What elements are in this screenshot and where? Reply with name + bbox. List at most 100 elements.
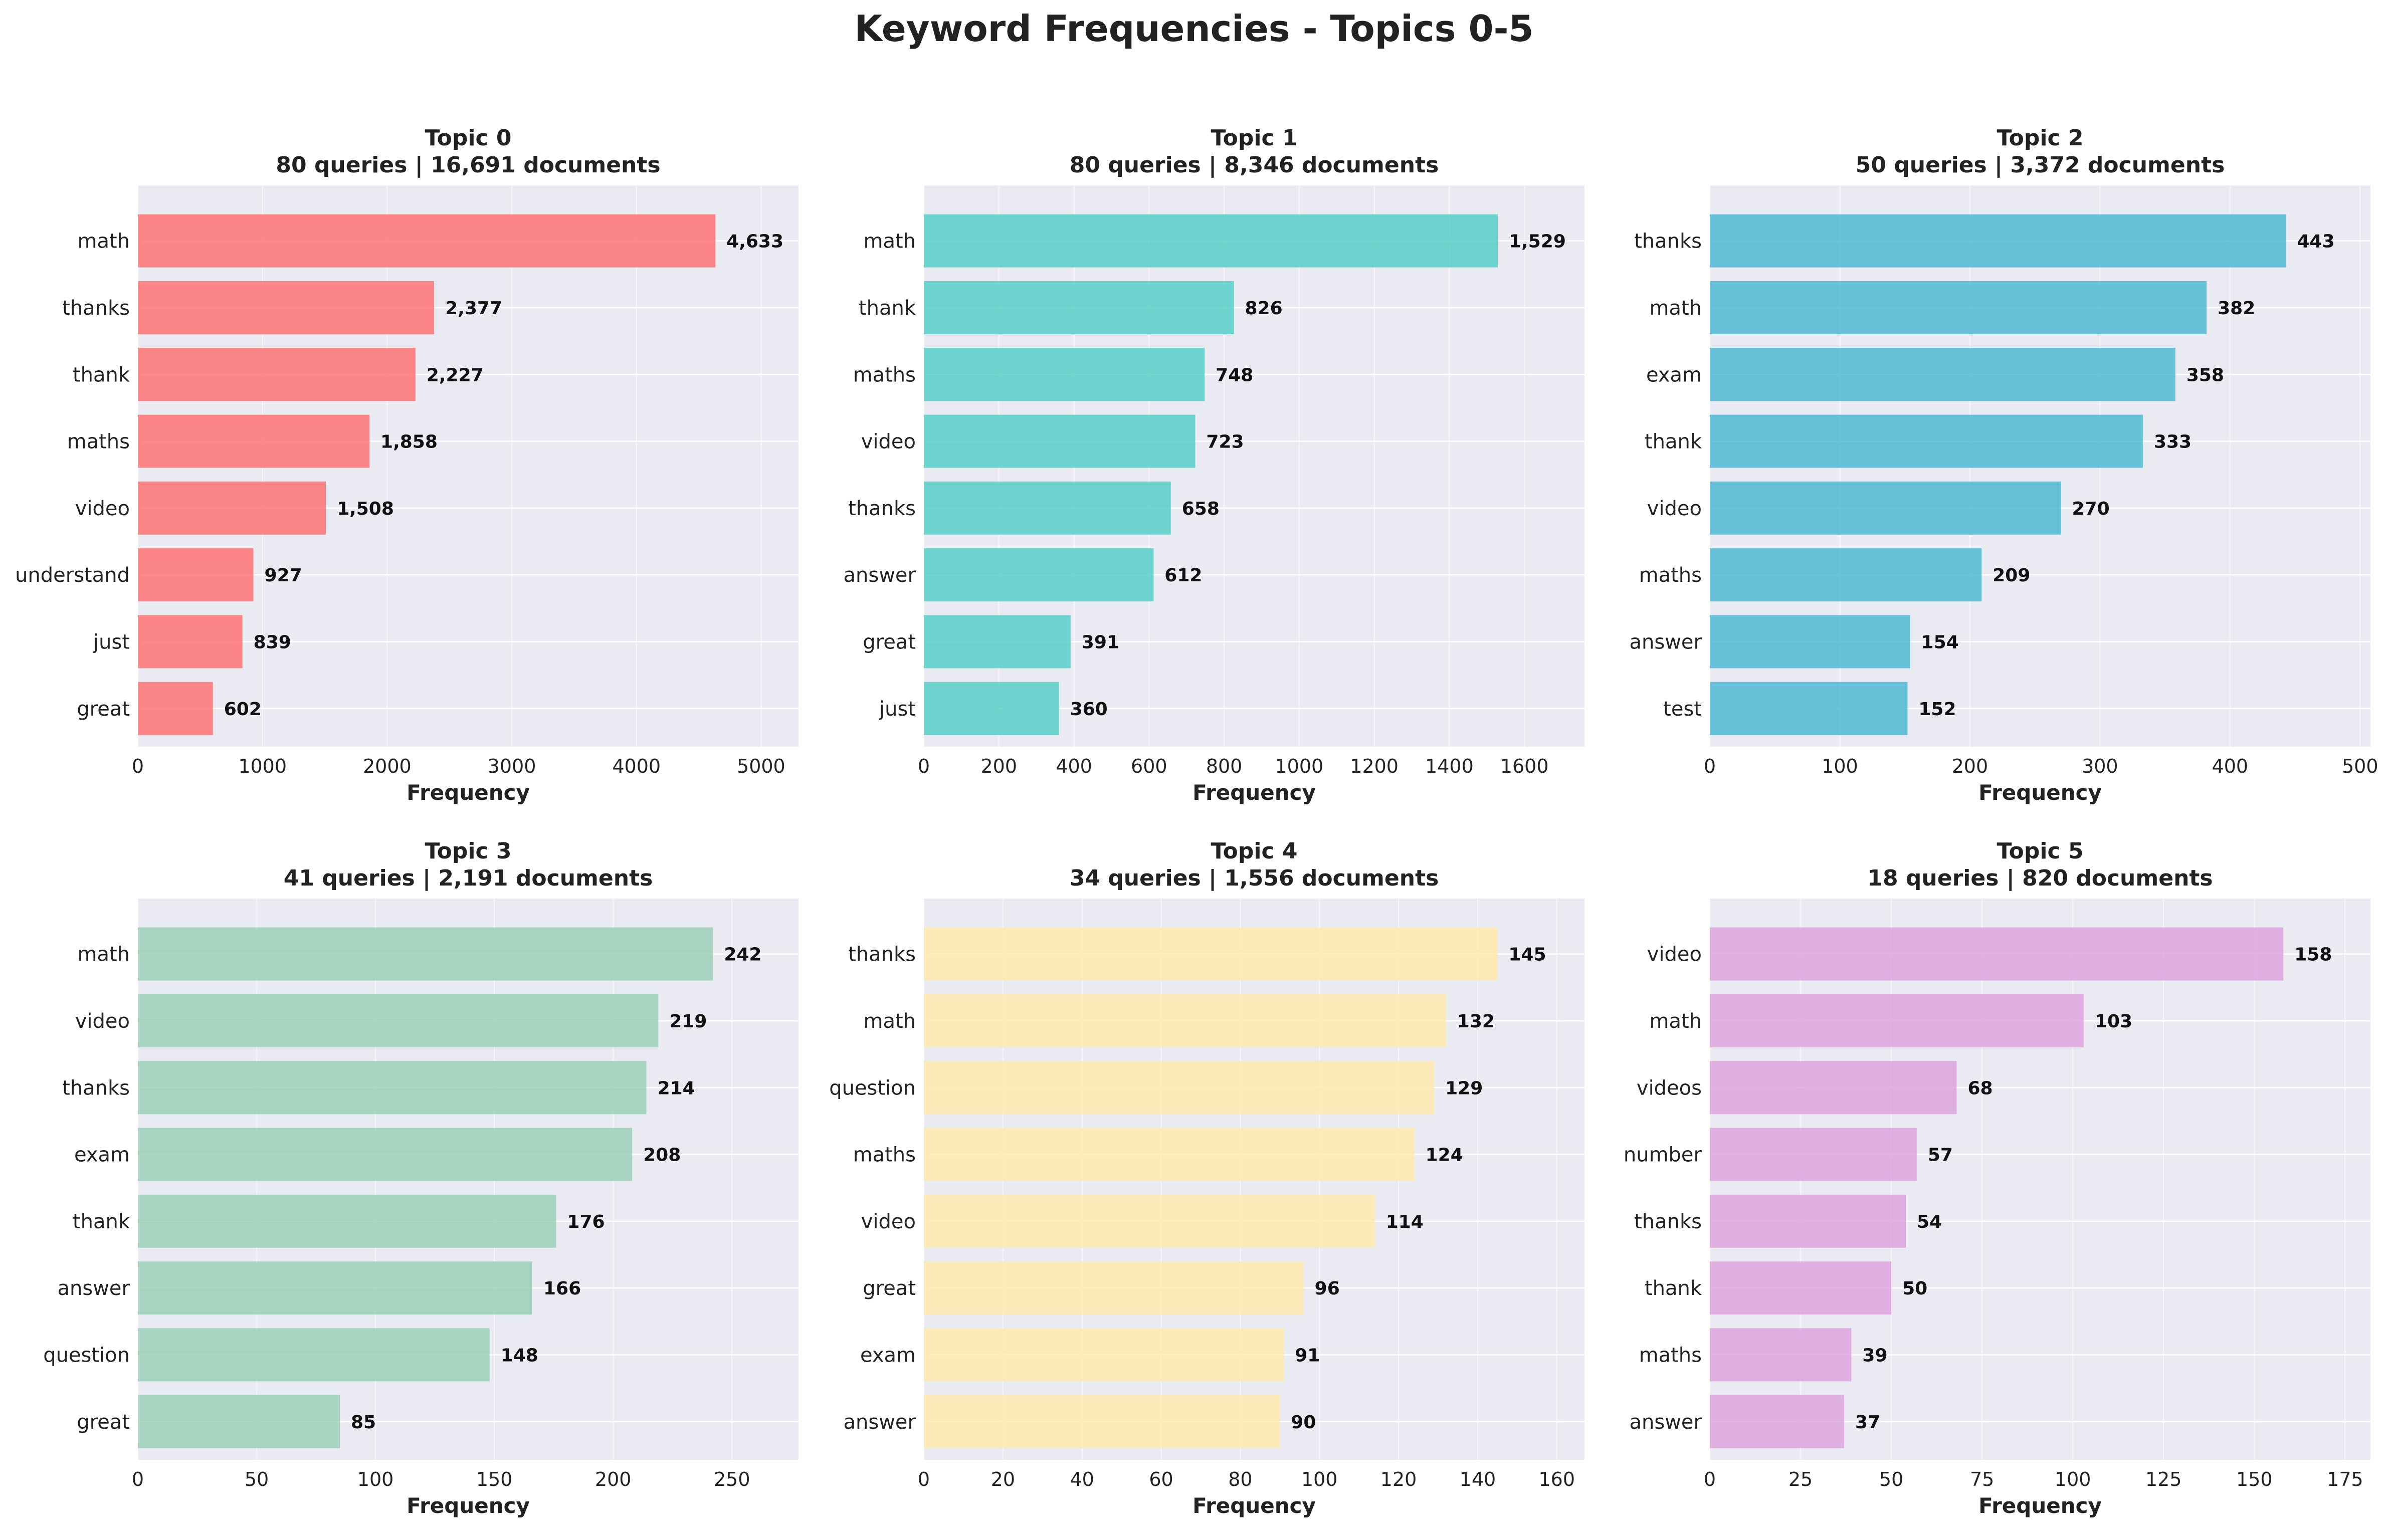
y-tick-label: answer (1630, 630, 1702, 653)
bar-math (924, 994, 1446, 1047)
x-tick-label: 25 (1788, 1468, 1813, 1490)
panel-title: Topic 1 (1211, 125, 1298, 151)
value-label: 154 (1921, 632, 1959, 652)
panel-title: Topic 3 (425, 838, 512, 864)
panel-subtitle: 50 queries | 3,372 documents (1856, 152, 2225, 178)
x-tick-label: 0 (132, 1468, 144, 1490)
y-tick-label: math (863, 230, 916, 253)
y-tick-label: maths (853, 1144, 916, 1167)
bar-thanks (138, 1061, 647, 1115)
value-label: 103 (2095, 1011, 2132, 1032)
y-tick-label: videos (1637, 1076, 1702, 1099)
y-tick-label: just (879, 698, 916, 721)
value-label: 96 (1315, 1278, 1340, 1299)
bar-video (138, 481, 326, 535)
subplot-topic-1: 1,529 math 826 thank 748 maths 723 video 658 than… (844, 125, 1584, 805)
y-tick-label: thanks (848, 943, 916, 966)
bar-just (138, 615, 243, 669)
bar-maths (1710, 548, 1982, 602)
x-tick-label: 1000 (238, 755, 287, 777)
x-tick-label: 400 (1056, 755, 1092, 777)
subplot-topic-3: 242 math 219 video 214 thanks 208 exam 176 thank 1… (43, 838, 799, 1518)
value-label: 208 (643, 1145, 681, 1166)
bar-just (924, 682, 1059, 735)
x-tick-label: 250 (714, 1468, 750, 1490)
bar-math (138, 927, 713, 981)
subplot-topic-0: 4,633 math 2,377 thanks 2,227 thank 1,858 maths… (15, 125, 799, 805)
subplot-topic-5: 158 video 103 math 68 videos 57 number 54 thanks 5… (1624, 838, 2370, 1518)
value-label: 658 (1182, 499, 1220, 519)
value-label: 57 (1928, 1145, 1953, 1166)
value-label: 91 (1295, 1345, 1320, 1366)
value-label: 50 (1902, 1278, 1927, 1299)
panel-title: Topic 5 (1997, 838, 2084, 864)
x-tick-label: 3000 (488, 755, 536, 777)
bar-question (138, 1328, 490, 1382)
x-tick-label: 1000 (1275, 755, 1324, 777)
bar-great (924, 1261, 1304, 1315)
value-label: 214 (658, 1078, 695, 1098)
y-tick-label: video (75, 497, 130, 520)
y-tick-label: video (1647, 943, 1702, 966)
bar-understand (138, 548, 254, 602)
value-label: 85 (351, 1412, 376, 1433)
value-label: 90 (1291, 1412, 1316, 1433)
bar-videos (1710, 1061, 1957, 1115)
y-tick-label: great (77, 1411, 130, 1434)
y-tick-label: test (1663, 698, 1702, 721)
bar-answer (1710, 1395, 1844, 1448)
panel-subtitle: 34 queries | 1,556 documents (1070, 865, 1439, 891)
y-tick-label: maths (853, 363, 916, 386)
value-label: 748 (1216, 365, 1253, 385)
bar-test (1710, 682, 1908, 735)
value-label: 839 (254, 632, 291, 652)
y-tick-label: exam (1646, 363, 1702, 386)
x-tick-label: 4000 (612, 755, 661, 777)
x-tick-label: 400 (2212, 755, 2249, 777)
bar-thanks (138, 281, 435, 334)
x-tick-label: 80 (1228, 1468, 1252, 1490)
x-tick-label: 300 (2082, 755, 2118, 777)
y-tick-label: great (863, 630, 916, 653)
x-tick-label: 120 (1380, 1468, 1417, 1490)
bar-answer (138, 1261, 533, 1315)
x-tick-label: 1400 (1425, 755, 1474, 777)
bar-math (1710, 994, 2084, 1047)
value-label: 270 (2072, 499, 2110, 519)
bar-thank (138, 1194, 556, 1248)
y-tick-label: math (1649, 1010, 1702, 1033)
value-label: 612 (1164, 565, 1202, 586)
x-axis-label: Frequency (407, 1493, 530, 1518)
y-tick-label: maths (1639, 1344, 1702, 1367)
value-label: 219 (669, 1011, 707, 1032)
bar-video (924, 414, 1196, 468)
x-tick-label: 140 (1460, 1468, 1496, 1490)
x-tick-label: 160 (1538, 1468, 1575, 1490)
panel-subtitle: 41 queries | 2,191 documents (284, 865, 653, 891)
x-tick-label: 175 (2327, 1468, 2363, 1490)
y-tick-label: understand (15, 564, 130, 587)
x-tick-label: 1600 (1500, 755, 1549, 777)
bar-exam (1710, 348, 2175, 401)
y-tick-label: math (863, 1010, 916, 1033)
value-label: 114 (1386, 1212, 1424, 1232)
value-label: 826 (1245, 298, 1283, 319)
panel-title: Topic 2 (1997, 125, 2084, 151)
y-tick-label: answer (844, 564, 916, 587)
bar-math (1710, 281, 2207, 334)
value-label: 129 (1445, 1078, 1483, 1098)
bar-math (924, 214, 1498, 268)
value-label: 1,858 (380, 432, 438, 453)
x-tick-label: 125 (2145, 1468, 2182, 1490)
x-tick-label: 100 (2055, 1468, 2091, 1490)
y-tick-label: thanks (1634, 1210, 1702, 1233)
subplot-grid: 4,633 math 2,377 thanks 2,227 thank 1,858 maths… (15, 125, 2378, 1518)
y-tick-label: number (1624, 1144, 1702, 1167)
y-tick-label: thanks (848, 497, 916, 520)
value-label: 602 (224, 699, 262, 720)
x-tick-label: 500 (2342, 755, 2378, 777)
bar-video (1710, 927, 2284, 981)
value-label: 176 (567, 1212, 605, 1232)
